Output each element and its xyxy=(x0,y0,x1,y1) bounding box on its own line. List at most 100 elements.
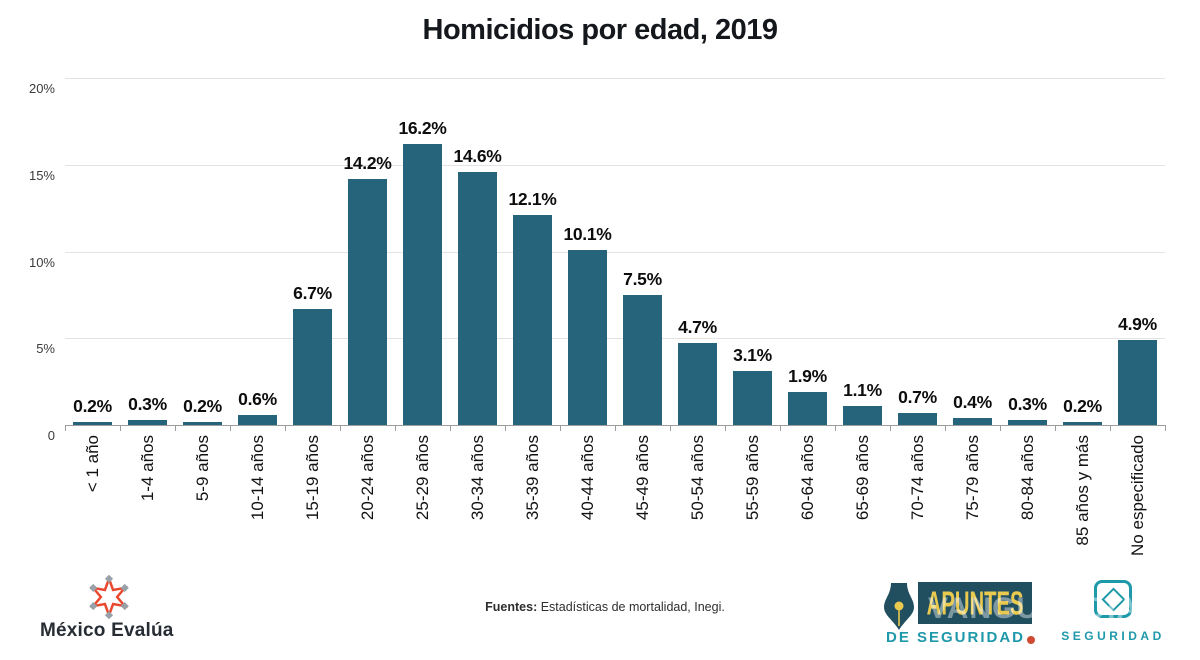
apuntes-line2: DE SEGURIDAD xyxy=(886,629,1036,646)
bar xyxy=(183,421,222,425)
apuntes-de-seguridad-logo: APUNTES DE SEGURIDAD xyxy=(882,580,1052,650)
axis-tick xyxy=(120,425,121,431)
gridline xyxy=(65,338,1165,340)
bar xyxy=(953,418,992,425)
bar-value-label: 4.9% xyxy=(1118,314,1157,334)
gridline xyxy=(65,164,1165,166)
bar-value-label: 0.3% xyxy=(1008,393,1047,414)
diamond-in-square-icon xyxy=(1094,580,1132,618)
axis-tick xyxy=(1055,425,1056,431)
x-axis-category-label: 55-59 años xyxy=(742,435,762,521)
axis-tick xyxy=(65,425,66,431)
source-text: Estadísticas de mortalidad, Inegi. xyxy=(537,600,725,614)
y-axis-tick-label: 15% xyxy=(28,167,55,183)
bar-chart-plot-area: 0 5% 10% 15% 20% 0.2% < 1 año 0.3% 1-4 años 0.2% 5… xyxy=(29,78,1166,556)
axis-tick xyxy=(450,425,451,431)
y-axis-tick-label: 20% xyxy=(28,81,55,96)
bar xyxy=(348,178,387,425)
bar xyxy=(678,343,717,425)
x-axis-category-label: 15-19 años xyxy=(302,435,322,521)
bar xyxy=(1063,421,1102,425)
axis-tick xyxy=(230,425,231,431)
apuntes-title-box: APUNTES xyxy=(918,582,1032,624)
x-axis-category-label: 60-64 años xyxy=(797,435,817,521)
bar-value-label: 1.9% xyxy=(788,366,827,387)
y-axis-tick-label: 5% xyxy=(36,341,55,357)
x-axis-category-label: 80-84 años xyxy=(1017,435,1037,521)
bar-value-label: 12.1% xyxy=(508,189,557,210)
bar-value-label: 10.1% xyxy=(563,223,612,244)
x-axis-category-label: 10-14 años xyxy=(247,435,267,521)
mexico-evalua-star-icon xyxy=(89,574,129,620)
x-axis-category-label: 50-54 años xyxy=(687,435,707,521)
bar-value-label: 0.2% xyxy=(183,395,222,416)
x-axis-category-label: 65-69 años xyxy=(852,435,872,521)
x-axis-category-label: 1-4 años xyxy=(137,435,157,502)
axis-tick xyxy=(835,425,836,431)
bar-value-label: 6.7% xyxy=(293,282,332,303)
source-note: Fuentes: Estadísticas de mortalidad, Ine… xyxy=(0,600,1200,614)
bar-value-label: 14.2% xyxy=(343,152,392,173)
bar xyxy=(843,405,882,425)
bar xyxy=(733,371,772,425)
axis-tick xyxy=(1165,425,1166,431)
axis-tick xyxy=(1000,425,1001,431)
gridline xyxy=(65,78,1165,79)
bar-value-label: 4.7% xyxy=(678,317,717,338)
x-axis-category-label: 45-49 años xyxy=(632,435,652,521)
bar xyxy=(788,392,827,425)
chart-title: Homicidios por edad, 2019 xyxy=(422,14,778,46)
apuntes-line1: APUNTES xyxy=(926,583,1024,622)
bar xyxy=(568,249,607,425)
y-axis-tick-label: 0 xyxy=(47,428,55,443)
bar xyxy=(898,412,937,425)
bar-value-label: 0.2% xyxy=(73,395,112,416)
bar xyxy=(513,215,552,425)
bar-value-label: 0.4% xyxy=(953,392,992,413)
bar xyxy=(458,171,497,425)
axis-tick xyxy=(175,425,176,431)
axis-tick xyxy=(505,425,506,431)
bar xyxy=(403,143,442,425)
seguridad-logo: SEGURIDAD xyxy=(1048,580,1178,643)
bar-value-label: 0.6% xyxy=(238,388,277,409)
red-dot-icon xyxy=(1027,635,1036,644)
x-axis-category-label: 5-9 años xyxy=(192,435,212,502)
bar xyxy=(1008,419,1047,425)
bar-value-label: 0.2% xyxy=(1063,395,1102,416)
bar xyxy=(293,308,332,425)
seguridad-label: SEGURIDAD xyxy=(1061,629,1165,643)
bar xyxy=(128,419,167,425)
gridline xyxy=(65,251,1165,253)
x-axis-category-label: < 1 año xyxy=(82,435,102,493)
axis-tick xyxy=(670,425,671,431)
bar xyxy=(623,294,662,425)
x-axis-category-label: 20-24 años xyxy=(357,435,377,521)
axis-tick xyxy=(340,425,341,431)
axis-tick xyxy=(725,425,726,431)
axis-tick xyxy=(615,425,616,431)
x-axis-category-label: 35-39 años xyxy=(522,435,542,521)
bar-value-label: 0.3% xyxy=(128,393,167,414)
diamond-icon xyxy=(1100,586,1126,612)
axis-tick xyxy=(945,425,946,431)
x-axis-category-label: No especificado xyxy=(1127,435,1147,556)
bar-value-label: 0.7% xyxy=(898,386,937,407)
axis-tick xyxy=(395,425,396,431)
bar-value-label: 16.2% xyxy=(398,117,447,138)
bar-value-label: 14.6% xyxy=(453,145,502,166)
bar-value-label: 7.5% xyxy=(623,268,662,289)
x-axis-category-label: 30-34 años xyxy=(467,435,487,521)
axis-tick xyxy=(780,425,781,431)
axis-tick xyxy=(1110,425,1111,431)
x-axis-category-label: 75-79 años xyxy=(962,435,982,521)
bar xyxy=(238,414,277,425)
axis-tick xyxy=(560,425,561,431)
pen-nib-icon xyxy=(884,583,914,630)
bar xyxy=(1118,340,1157,425)
source-label: Fuentes: xyxy=(485,600,538,614)
axis-tick xyxy=(285,425,286,431)
x-axis-category-label: 70-74 años xyxy=(907,435,927,521)
x-axis-category-label: 40-44 años xyxy=(577,435,597,521)
